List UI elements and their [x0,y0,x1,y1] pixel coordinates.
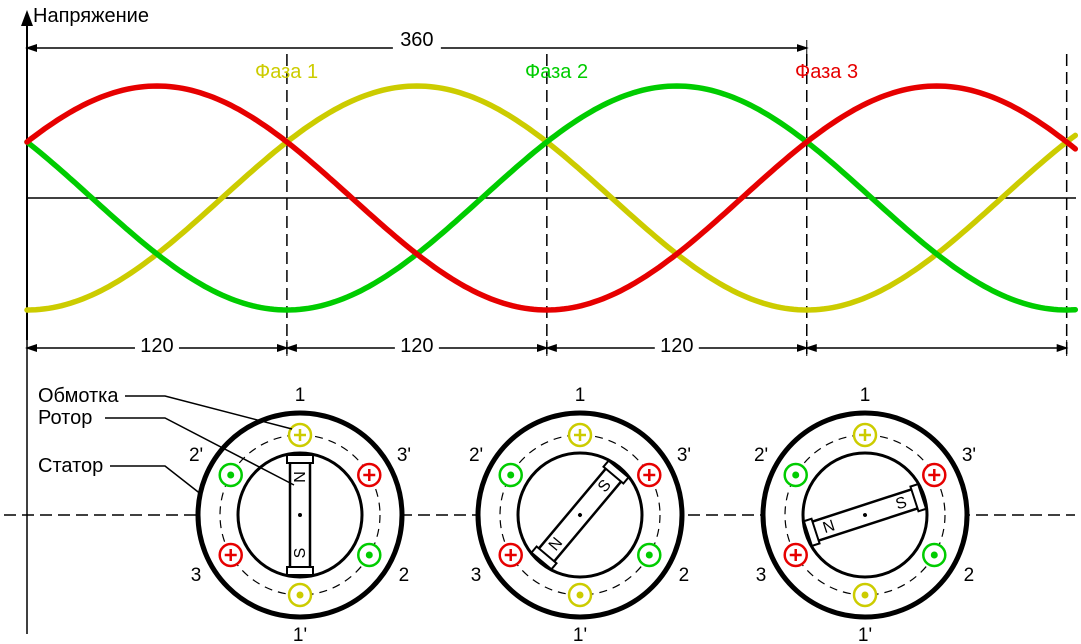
motor: 13'21'32'NS [189,385,411,644]
slot-label: 3 [471,565,482,586]
slot-label: 2 [399,565,410,586]
slot-label: 1' [293,625,307,644]
slot-label: 2 [964,565,975,586]
slot-label: 1 [575,385,586,406]
slot-label: 3 [191,565,202,586]
slot-label: 3' [962,445,976,466]
phase1-label: Фаза 1 [255,61,318,83]
slot-label: 2' [469,445,483,466]
rotor-s: S [292,548,309,559]
slot-label: 2 [679,565,690,586]
slot-label: 2' [754,445,768,466]
dim-120-label: 120 [660,335,693,357]
motor: 13'21'32'NS [469,385,691,644]
slot-label: 1 [860,385,871,406]
slot-label: 1' [573,625,587,644]
phase3-label: Фаза 3 [795,61,858,83]
slot-label: 1 [295,385,306,406]
rotor-n: N [292,471,309,483]
phase2-label: Фаза 2 [525,61,588,83]
y-axis-label: Напряжение [33,5,149,27]
slot-label: 3' [397,445,411,466]
rotor: NS [287,455,313,575]
slot-label: 2' [189,445,203,466]
legend-stator: Статор [38,455,103,477]
y-axis-arrow [21,10,33,26]
legend-obmotka: Обмотка [38,385,119,407]
motor: 13'21'32'NS [754,385,976,644]
dim-120-label: 120 [400,335,433,357]
dim-360-label: 360 [400,29,433,51]
slot-label: 3' [677,445,691,466]
slot-label: 1' [858,625,872,644]
legend-rotor: Ротор [38,407,92,429]
dim-120-label: 120 [140,335,173,357]
leader-stator [110,466,202,495]
slot-label: 3 [756,565,767,586]
